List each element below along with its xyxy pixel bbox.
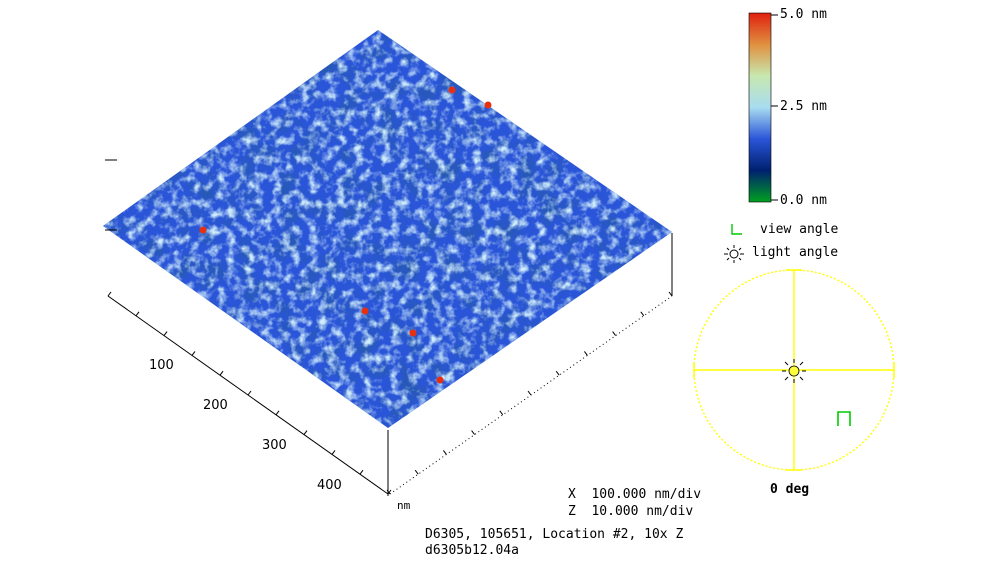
scale-x-line: X 100.000 nm/div [568, 487, 702, 502]
x-tick-mark [219, 370, 224, 376]
axis-tick-label: 300 [262, 438, 287, 453]
colorbar-mid-label: 2.5 nm [780, 99, 827, 114]
view-angle-label: view angle [760, 222, 839, 237]
x-tick-mark [247, 390, 252, 396]
x-tick-mark [191, 351, 196, 356]
y-tick-mark [640, 311, 645, 317]
surface-peak [448, 86, 456, 94]
colorbar-gradient [748, 12, 772, 203]
y-tick-mark [471, 430, 476, 435]
x-tick-mark [107, 291, 112, 297]
light-source-icon [782, 359, 806, 383]
colorbar [748, 12, 778, 203]
caption-line2: d6305b12.04a [425, 543, 519, 558]
colorbar-min-label: 0.0 nm [780, 193, 827, 208]
y-tick-mark [584, 351, 588, 356]
scale-z-line: Z 10.000 nm/div [568, 504, 694, 519]
x-axis-ticks [107, 291, 392, 495]
y-tick-mark [612, 331, 616, 336]
view-direction-icon [837, 411, 851, 426]
axis-tick-label: 200 [203, 398, 228, 413]
y-tick-mark [527, 390, 532, 396]
light-angle-icon [724, 245, 744, 263]
x-tick-mark [331, 450, 336, 455]
x-tick-mark [303, 430, 308, 435]
y-tick-mark [442, 450, 447, 455]
y-tick-mark [499, 410, 504, 416]
x-tick-mark [275, 410, 280, 416]
y-tick-mark [668, 291, 673, 297]
axis-frame [105, 159, 673, 496]
caption-line1: D6305, 105651, Location #2, 10x Z [425, 527, 684, 542]
surface-plot [103, 30, 672, 428]
compass-angle-label: 0 deg [770, 482, 810, 497]
axis-unit-label: nm [397, 499, 411, 512]
x-tick-mark [359, 469, 364, 475]
legend-icons [724, 224, 744, 263]
surface-peak [409, 329, 417, 337]
light-angle-label: light angle [752, 245, 839, 260]
y-tick-mark [555, 370, 560, 376]
angle-compass [693, 269, 895, 471]
colorbar-max-label: 5.0 nm [780, 7, 827, 22]
surface-peak [436, 376, 444, 384]
y-axis-ticks [386, 291, 673, 495]
x-tick-mark [135, 311, 140, 317]
axis-tick-label: 100 [149, 358, 174, 373]
y-tick-mark [386, 489, 391, 495]
surface-peaks [199, 86, 492, 384]
surface-peak [361, 307, 369, 315]
y-tick-mark [414, 469, 419, 475]
surface-texture-light [103, 30, 672, 428]
surface-peak [484, 101, 492, 109]
axis-tick-label: 400 [317, 478, 342, 493]
view-angle-icon [731, 224, 742, 235]
x-tick-mark [387, 489, 392, 495]
surface-peak [199, 226, 207, 234]
x-tick-mark [163, 331, 168, 336]
